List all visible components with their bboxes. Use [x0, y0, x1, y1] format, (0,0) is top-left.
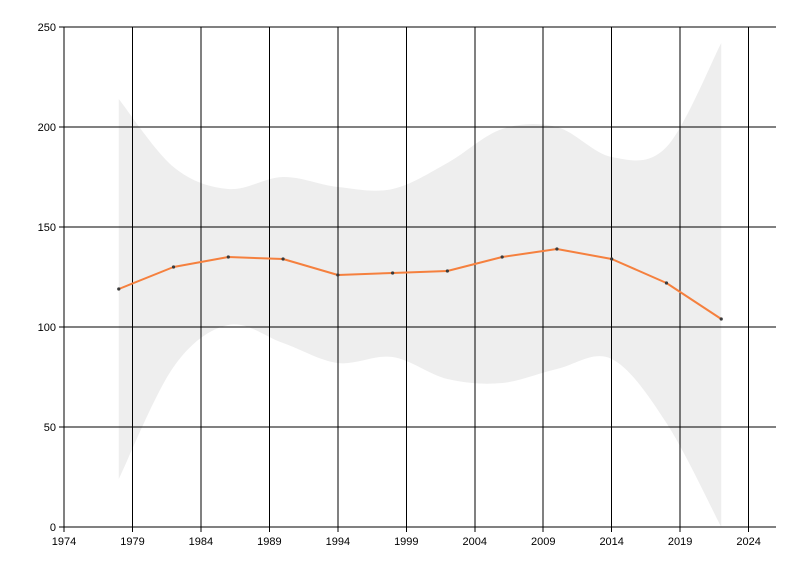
x-tick-label: 2009: [531, 536, 555, 548]
x-tick-label: 2019: [668, 536, 692, 548]
data-point: [555, 247, 559, 251]
x-tick-label: 1979: [120, 536, 144, 548]
x-tick-label: 1994: [326, 536, 350, 548]
series-line: [118, 248, 722, 320]
tick-label-layer: 1974 1979 1984 1989 1994 1999 2004 2009 2014 2019…: [38, 22, 761, 548]
data-point: [171, 265, 176, 269]
data-point: [445, 269, 449, 273]
data-point: [226, 255, 230, 259]
axis-layer: [59, 26, 776, 532]
series-layer: [117, 247, 723, 321]
x-tick-label: 2014: [599, 536, 623, 548]
x-tick-label: 2004: [463, 536, 487, 548]
data-point: [336, 273, 340, 277]
data-point: [664, 281, 669, 285]
y-tick-label: 50: [44, 422, 56, 434]
x-tick-label: 1974: [52, 536, 76, 548]
y-tick-label: 250: [38, 22, 56, 34]
data-point: [281, 257, 285, 261]
y-tick-label: 150: [38, 222, 56, 234]
confidence-band-layer: [118, 43, 722, 527]
y-tick-label: 100: [38, 322, 56, 334]
data-point: [500, 255, 504, 259]
data-point: [719, 317, 723, 321]
data-point: [610, 257, 614, 261]
data-point: [117, 287, 121, 291]
x-tick-label: 2024: [736, 536, 760, 548]
x-tick-label: 1984: [189, 536, 213, 548]
x-tick-label: 1999: [394, 536, 418, 548]
y-tick-label: 200: [38, 122, 56, 134]
data-point: [391, 271, 395, 275]
grid-layer: [64, 26, 776, 527]
confidence-band: [118, 43, 722, 527]
x-tick-label: 1989: [257, 536, 281, 548]
y-tick-label: 0: [50, 522, 56, 534]
